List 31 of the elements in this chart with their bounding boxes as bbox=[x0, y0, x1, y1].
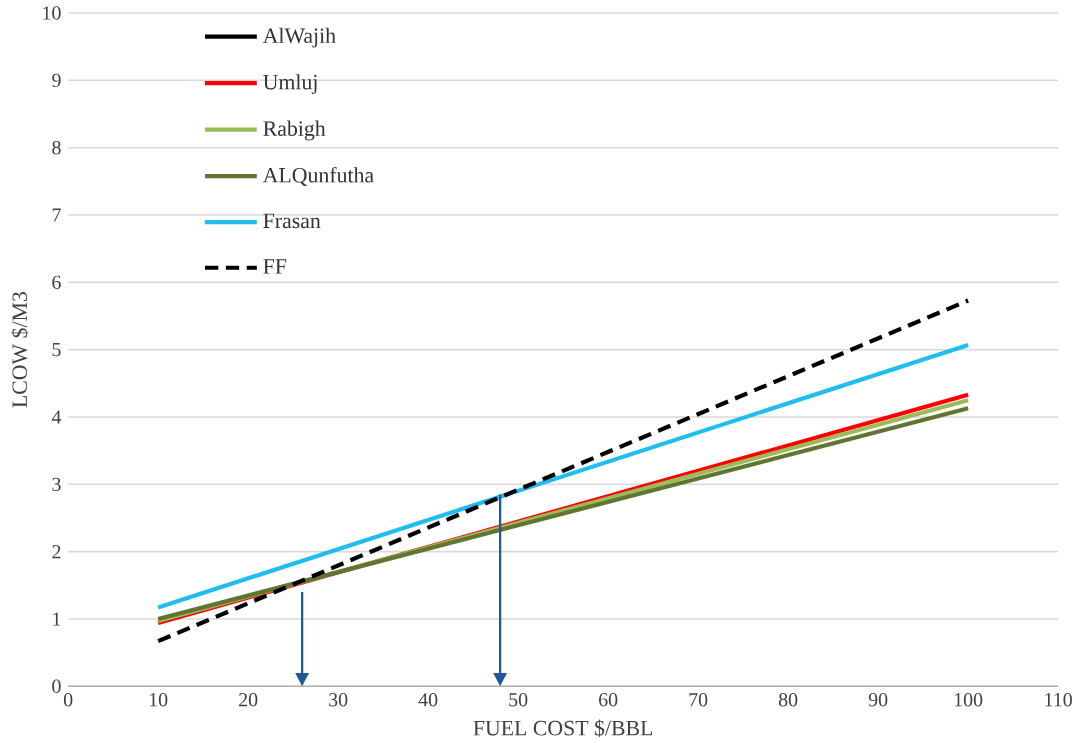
y-tick-label: 3 bbox=[52, 477, 61, 491]
legend-label: Frasan bbox=[263, 213, 321, 229]
x-tick-label: 100 bbox=[954, 692, 983, 707]
y-tick-label: 8 bbox=[52, 140, 61, 155]
x-tick-label: 10 bbox=[149, 692, 168, 707]
x-tick-label: 30 bbox=[329, 692, 348, 707]
x-tick-label: 60 bbox=[599, 692, 618, 707]
x-tick-label: 80 bbox=[778, 692, 798, 707]
legend-label: Umluj bbox=[263, 74, 317, 94]
y-tick-label: 6 bbox=[52, 275, 61, 289]
y-tick-label: 0 bbox=[52, 679, 61, 693]
y-tick-label: 9 bbox=[52, 73, 61, 87]
y-tick-label: 4 bbox=[51, 410, 62, 424]
x-tick-label: 70 bbox=[689, 692, 708, 707]
x-axis-title: FUEL COST $/BBL bbox=[473, 719, 653, 737]
legend-label: FF bbox=[263, 259, 287, 274]
x-tick-label: 20 bbox=[239, 692, 258, 707]
x-tick-label: 90 bbox=[868, 692, 888, 707]
y-tick-label: 7 bbox=[52, 208, 61, 222]
x-tick-label: 0 bbox=[63, 692, 73, 707]
legend-label: ALQunfutha bbox=[262, 166, 374, 186]
y-tick-label: 2 bbox=[52, 544, 61, 559]
y-tick-label: 5 bbox=[52, 342, 61, 357]
x-tick-label: 50 bbox=[509, 692, 528, 707]
legend-label: AlWajih bbox=[262, 27, 336, 48]
y-tick-label: 10 bbox=[43, 6, 61, 20]
x-tick-label: 110 bbox=[1045, 692, 1072, 707]
y-tick-label: 1 bbox=[53, 612, 61, 626]
y-axis-title: LCOW $/M3 bbox=[11, 291, 29, 408]
legend-label: Rabigh bbox=[263, 120, 326, 141]
x-tick-label: 40 bbox=[418, 692, 438, 707]
